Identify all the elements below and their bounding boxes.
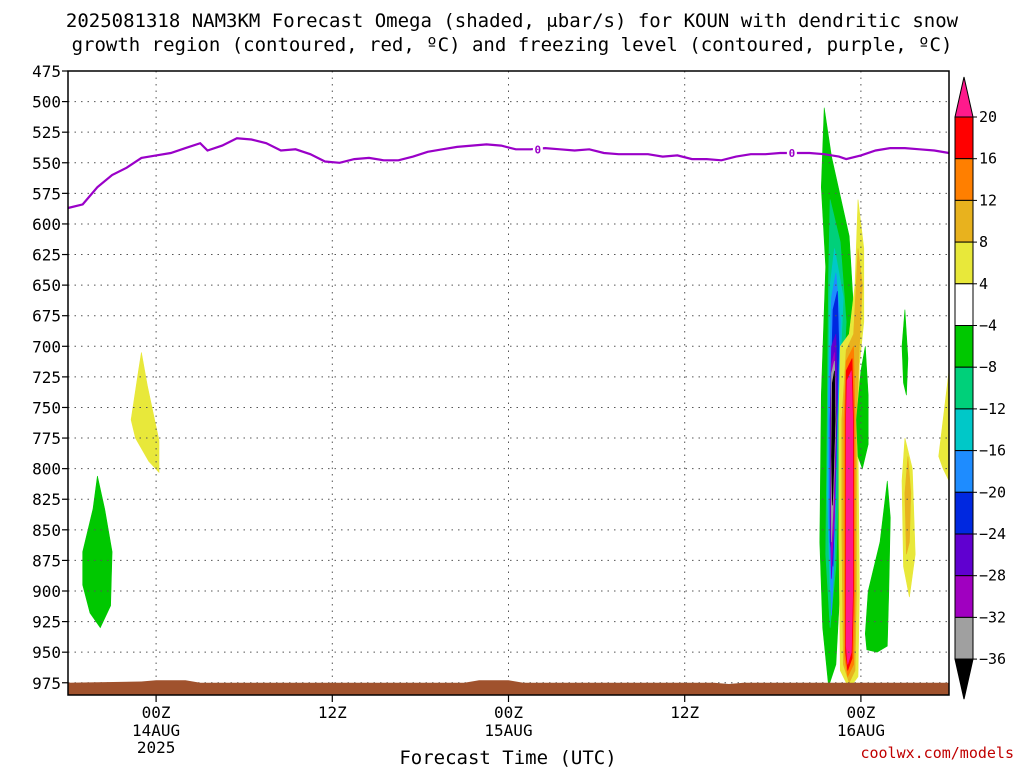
colorbar-swatch (954, 491, 974, 535)
colorbar-swatch (954, 283, 974, 326)
omega-contour-region (130, 352, 160, 474)
y-axis: 475 500 525 550 575 600 625 650 675 700 725 750 775 8… (32, 62, 68, 693)
y-tick-label: 475 (32, 62, 61, 81)
colorbar-label: 16 (979, 150, 997, 168)
colorbar-label: −20 (979, 483, 1006, 501)
omega-contour-region (831, 370, 836, 506)
omega-contour-region (845, 370, 854, 665)
chart-title-line-2: growth region (contoured, red, ºC) and f… (72, 34, 953, 56)
colorbar-swatch (954, 241, 974, 285)
y-tick-label: 525 (32, 123, 61, 142)
y-tick-label: 850 (32, 521, 61, 540)
colorbar-label: −4 (979, 317, 997, 335)
y-tick-label: 925 (32, 613, 61, 632)
colorbar-label: 8 (979, 233, 988, 251)
y-tick-label: 800 (32, 460, 61, 479)
colorbar-label: −28 (979, 567, 1006, 585)
y-tick-label: 600 (32, 215, 61, 234)
y-tick-label: 750 (32, 398, 61, 417)
x-tick-year-label: 2025 (137, 738, 176, 757)
x-tick-label: 00Z (142, 703, 171, 722)
colorbar-label: 4 (979, 275, 988, 293)
omega-contour-region (82, 475, 113, 629)
colorbar-swatch (954, 325, 974, 368)
x-tick-label: 12Z (670, 703, 699, 722)
x-axis-label: Forecast Time (UTC) (399, 747, 616, 768)
y-tick-label: 975 (32, 674, 61, 693)
y-tick-label: 700 (32, 337, 61, 356)
colorbar-label: −12 (979, 400, 1006, 418)
freezing-level-label-bg (532, 141, 543, 156)
y-tick-label: 650 (32, 276, 61, 295)
omega-contour-region (864, 480, 891, 653)
freezing-level-label: 0 (535, 143, 542, 156)
y-tick-label: 900 (32, 582, 61, 601)
y-tick-label: 725 (32, 368, 61, 387)
freezing-level-label: 0 (789, 147, 796, 160)
colorbar-label: −16 (979, 442, 1006, 460)
y-tick-label: 950 (32, 643, 61, 662)
colorbar-label: −36 (979, 650, 1006, 668)
y-tick-label: 575 (32, 184, 61, 203)
colorbar-swatch (954, 575, 974, 618)
y-tick-label: 500 (32, 93, 61, 112)
colorbar-top-triangle (954, 76, 974, 118)
colorbar-swatch (954, 199, 974, 243)
y-tick-label: 825 (32, 490, 61, 509)
colorbar-label: −32 (979, 608, 1006, 626)
colorbar-label: 12 (979, 191, 997, 209)
colorbar-swatch (954, 366, 974, 410)
terrain-fill (68, 680, 949, 695)
omega-contour-region (938, 370, 950, 482)
freezing-level-line (67, 137, 950, 210)
colorbar-label: 20 (979, 108, 997, 126)
x-tick-date-label: 15AUG (484, 721, 532, 740)
x-tick-label: 12Z (318, 703, 347, 722)
colorbar-swatch (954, 616, 974, 660)
y-tick-label: 625 (32, 246, 61, 265)
x-tick-date-label: 16AUG (837, 721, 885, 740)
colorbar-swatch (954, 533, 974, 577)
credit-text: coolwx.com/models (860, 744, 1014, 762)
colorbar-label: −24 (979, 525, 1006, 543)
colorbar-label: −8 (979, 358, 997, 376)
y-tick-label: 550 (32, 154, 61, 173)
x-tick-date-label: 14AUG (132, 721, 180, 740)
y-tick-label: 675 (32, 307, 61, 326)
colorbar-swatch (954, 116, 974, 160)
y-tick-label: 875 (32, 551, 61, 570)
x-tick-label: 00Z (494, 703, 523, 722)
colorbar-swatch (954, 158, 974, 201)
omega-contour-region (904, 456, 912, 555)
colorbar-swatch (954, 450, 974, 493)
x-tick-label: 00Z (846, 703, 875, 722)
y-tick-label: 775 (32, 429, 61, 448)
colorbar: 20 16 12 8 4 −4 −8 −12 −16 −20 −24 −28 −32 −36 (954, 76, 1006, 700)
omega-contour-region (901, 309, 909, 396)
colorbar-swatch (954, 408, 974, 452)
chart-title-line-1: 2025081318 NAM3KM Forecast Omega (shaded… (66, 10, 959, 32)
freezing-level-label-bg (786, 144, 797, 159)
colorbar-bottom-triangle (954, 658, 974, 700)
